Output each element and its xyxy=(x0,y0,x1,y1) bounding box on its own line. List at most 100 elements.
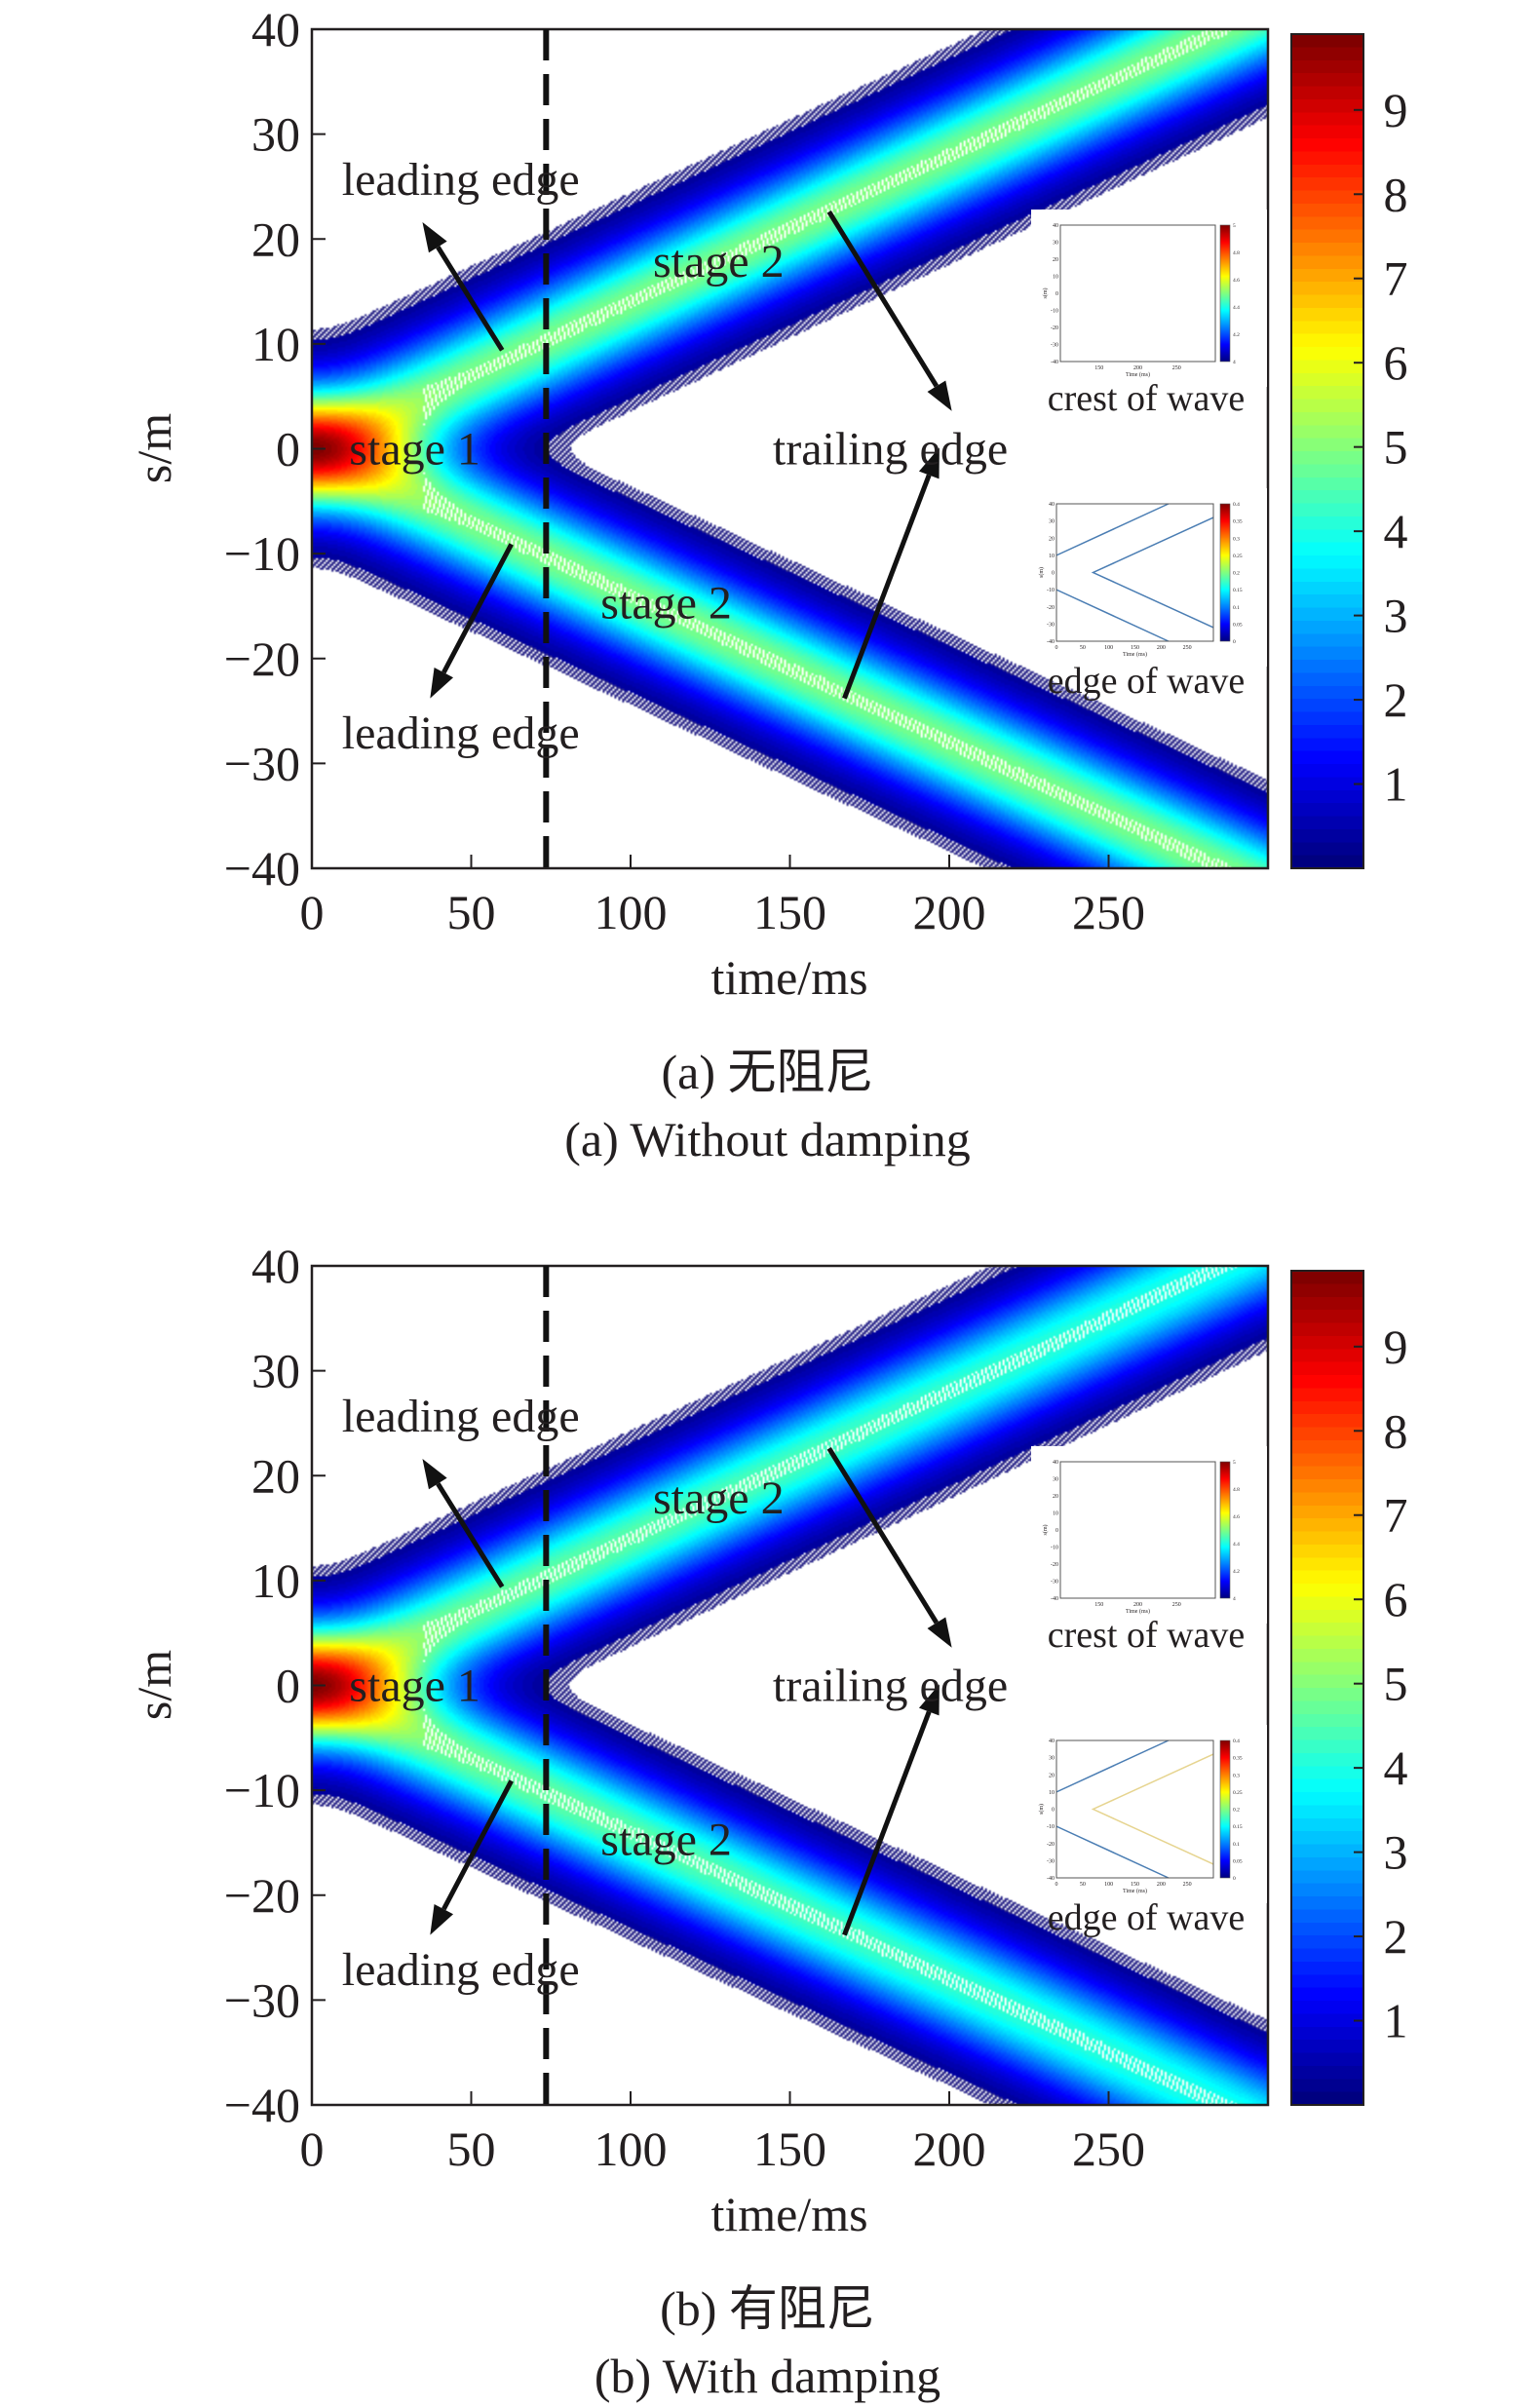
x-axis-label: time/ms xyxy=(710,2187,867,2241)
inset-caption: edge of wave xyxy=(1048,1897,1246,1938)
inset-y-tick: 0 xyxy=(1055,291,1058,297)
inset-y-tick: -30 xyxy=(1047,622,1055,628)
arrowhead-icon xyxy=(918,447,940,479)
x-tick-label: 250 xyxy=(1072,2121,1145,2176)
y-tick-label: −30 xyxy=(224,736,300,790)
inset-y-label: s(m) xyxy=(1038,1804,1045,1815)
colorbar-tick-label: 2 xyxy=(1384,1909,1408,1964)
arrowhead-icon xyxy=(422,1459,447,1490)
annotation-stage-2: stage 2 xyxy=(600,1815,732,1866)
inset-x-label: Time (ms) xyxy=(1126,371,1150,378)
annotation-arrow xyxy=(826,210,940,388)
annotation-leading-edge: leading edge xyxy=(342,1391,580,1442)
inset-colorbar-tick: 5 xyxy=(1233,1460,1236,1466)
inset-colorbar-tick: 0.15 xyxy=(1233,1824,1243,1830)
x-tick-label: 100 xyxy=(595,2121,668,2176)
inset-y-tick: 40 xyxy=(1049,502,1055,508)
inset-x-tick: 150 xyxy=(1131,1882,1139,1888)
annotation-arrow xyxy=(436,246,505,352)
inset-colorbar-tick: 4.2 xyxy=(1233,332,1240,338)
x-tick-label: 200 xyxy=(913,885,986,939)
inset-x-label: Time (ms) xyxy=(1126,1608,1150,1615)
colorbar-tick-label: 3 xyxy=(1384,1825,1408,1880)
inset-y-tick: 0 xyxy=(1055,1528,1058,1534)
y-tick-label: 40 xyxy=(251,2,300,57)
x-tick-label: 50 xyxy=(447,2121,496,2176)
colorbar-b xyxy=(1291,1271,1363,2105)
inset-colorbar-tick: 4.8 xyxy=(1233,250,1240,256)
inset-caption: edge of wave xyxy=(1048,661,1246,702)
inset-colorbar xyxy=(1219,1461,1231,1599)
inset-background xyxy=(1031,1725,1267,1903)
y-tick-label: 20 xyxy=(251,211,300,266)
y-axis-label: s/m xyxy=(127,413,181,483)
inset-colorbar-tick: 0.4 xyxy=(1233,502,1240,508)
inset-y-tick: 0 xyxy=(1052,1808,1055,1814)
inset-x-tick: 100 xyxy=(1104,645,1113,651)
annotation-stage-1: stage 1 xyxy=(349,1661,480,1712)
x-tick-label: 200 xyxy=(913,2121,986,2176)
inset-y-label: s(m) xyxy=(1042,1525,1049,1536)
x-tick-label: 150 xyxy=(753,2121,826,2176)
arrowhead-icon xyxy=(430,667,454,699)
inset-y-tick: -40 xyxy=(1051,360,1058,365)
annotation-arrow xyxy=(842,474,932,700)
y-tick-label: 0 xyxy=(276,1659,300,1713)
inset-colorbar-tick: 0.35 xyxy=(1233,519,1243,525)
inset-y-tick: 40 xyxy=(1053,223,1058,229)
annotation-leading-edge: leading edge xyxy=(342,154,580,206)
inset-colorbar-tick: 0 xyxy=(1233,639,1236,645)
y-tick-label: 20 xyxy=(251,1448,300,1503)
caption-b-cn: (b) 有阻尼 xyxy=(660,2281,875,2336)
inset-leading-edge-line xyxy=(1055,503,1170,556)
inset-y-label: s(m) xyxy=(1038,567,1045,578)
inset-leading-edge-line xyxy=(1055,589,1170,642)
inset-x-tick: 200 xyxy=(1133,1602,1142,1608)
annotation-arrow xyxy=(441,1779,514,1911)
inset-x-label: Time (ms) xyxy=(1123,651,1147,658)
inset-colorbar-tick: 4.2 xyxy=(1233,1569,1240,1575)
inset-colorbar-tick: 0.25 xyxy=(1233,554,1243,559)
inset-y-tick: 10 xyxy=(1053,275,1058,281)
inset-y-tick: -20 xyxy=(1051,1562,1058,1568)
heatmap-a xyxy=(312,29,1268,868)
arrowhead-icon xyxy=(927,380,952,411)
inset-x-tick: 50 xyxy=(1080,1882,1086,1888)
y-tick-label: 0 xyxy=(276,422,300,477)
y-tick-label: −10 xyxy=(224,1763,300,1817)
x-axis-label: time/ms xyxy=(710,950,867,1005)
colorbar-tick-label: 6 xyxy=(1384,1572,1408,1626)
arrowhead-icon xyxy=(422,222,447,253)
inset-y-tick: -40 xyxy=(1047,639,1055,645)
inset-y-tick: 40 xyxy=(1049,1739,1055,1744)
y-tick-label: −30 xyxy=(224,1972,300,2027)
inset-leading-edge-line xyxy=(1055,1739,1170,1793)
inset-caption: crest of wave xyxy=(1048,1615,1246,1656)
annotation-trailing-edge: trailing edge xyxy=(773,424,1008,476)
inset-leading-edge-line xyxy=(1055,1825,1170,1879)
inset-x-tick: 250 xyxy=(1172,1602,1181,1608)
y-tick-label: −40 xyxy=(224,2078,300,2132)
arrowhead-icon xyxy=(927,1617,952,1648)
colorbar-frame xyxy=(1290,1270,1364,2106)
caption-a-en: (a) Without damping xyxy=(564,1112,971,1166)
inset-y-tick: -10 xyxy=(1051,309,1058,315)
colorbar-tick-label: 1 xyxy=(1384,757,1408,812)
inset-y-tick: -20 xyxy=(1047,1842,1055,1848)
x-tick-label: 250 xyxy=(1072,885,1145,939)
inset-y-tick: 20 xyxy=(1049,536,1055,542)
arrowhead-icon xyxy=(430,1903,454,1935)
colorbar-tick-label: 5 xyxy=(1384,420,1408,475)
colorbar-tick-label: 3 xyxy=(1384,589,1408,643)
y-tick-label: −20 xyxy=(224,1868,300,1923)
annotation-stage-1: stage 1 xyxy=(349,424,480,476)
inset-frame xyxy=(1055,503,1214,642)
inset-y-tick: 10 xyxy=(1053,1511,1058,1517)
colorbar-tick-label: 4 xyxy=(1384,1740,1408,1795)
inset-y-tick: -10 xyxy=(1051,1546,1058,1551)
inset-y-tick: 20 xyxy=(1049,1773,1055,1778)
y-tick-label: −20 xyxy=(224,631,300,686)
inset-colorbar-tick: 0.3 xyxy=(1233,1773,1240,1778)
inset-y-tick: -30 xyxy=(1051,1580,1058,1586)
inset-colorbar-tick: 0.15 xyxy=(1233,588,1243,593)
